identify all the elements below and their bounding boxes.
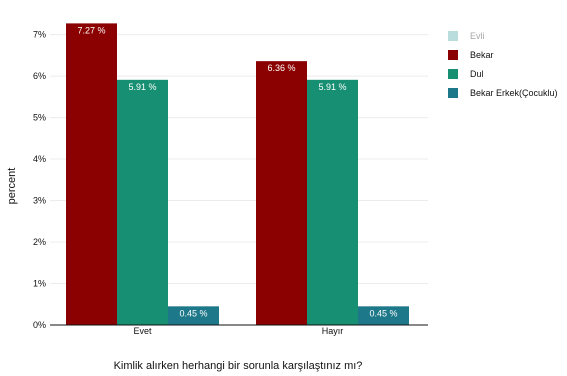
legend-label: Bekar Erkek(Çocuklu) <box>470 88 558 98</box>
y-tick-label: 7% <box>33 30 46 40</box>
bar <box>256 61 307 326</box>
y-tick-label: 1% <box>33 279 46 289</box>
legend-label: Bekar <box>470 50 494 60</box>
bar-data-label: 0.45 % <box>179 308 207 318</box>
bar-data-label: 5.91 % <box>318 82 346 92</box>
y-axis-title: percent <box>6 168 18 205</box>
y-tick-label: 5% <box>33 113 46 123</box>
bars <box>66 23 409 326</box>
bar <box>66 23 117 325</box>
y-tick-label: 3% <box>33 196 46 206</box>
x-axis-title: Kimlik alırken herhangi bir sorunla karş… <box>114 360 363 372</box>
legend-label: Dul <box>470 69 484 79</box>
bar-data-label: 7.27 % <box>77 25 105 35</box>
bar <box>358 306 409 325</box>
legend-swatch <box>448 69 458 79</box>
bar-data-label: 0.45 % <box>369 308 397 318</box>
axes: 0% 1% 2% 3% 4% 5% 6% 7% Evet Hayır <box>33 30 428 336</box>
y-tick-label: 2% <box>33 237 46 247</box>
x-tick-label: Hayır <box>322 326 344 336</box>
bar-data-label: 5.91 % <box>128 82 156 92</box>
bar <box>117 79 168 325</box>
y-tick-label: 0% <box>33 320 46 330</box>
legend-swatch <box>448 50 458 60</box>
legend-swatch <box>448 88 458 98</box>
y-tick-label: 6% <box>33 71 46 81</box>
legend-swatch <box>448 31 458 41</box>
x-tick-label: Evet <box>133 326 152 336</box>
bar <box>307 79 358 325</box>
bar-data-label: 6.36 % <box>267 63 295 73</box>
legend-label: Evli <box>470 31 485 41</box>
bar <box>168 306 219 325</box>
y-tick-label: 4% <box>33 154 46 164</box>
data-labels: 7.27 % 5.91 % 0.45 % 6.36 % 5.91 % 0.45 % <box>77 25 397 318</box>
legend: Evli Bekar Dul Bekar Erkek(Çocuklu) <box>448 31 558 98</box>
